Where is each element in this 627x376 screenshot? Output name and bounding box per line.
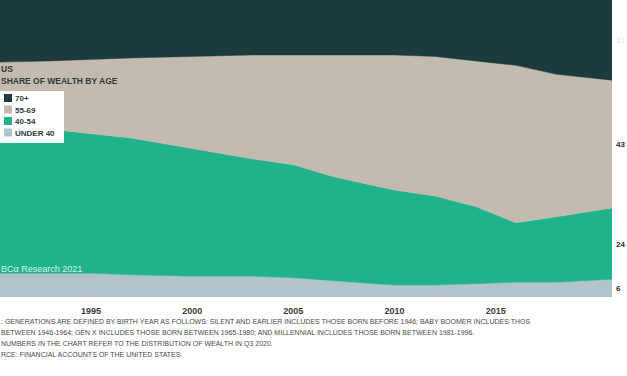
x-tick-label: 2005 [283,306,303,316]
x-tick-label: 2010 [384,306,404,316]
data-label: 6 [616,284,621,293]
x-tick-label: 2000 [182,306,202,316]
footnote: RCE: FINANCIAL ACCOUNTS OF THE UNITED ST… [1,351,182,358]
footnote: BETWEEN 1946-1964; GEN X INCLUDES THOSE … [1,329,474,336]
area-band [0,55,612,223]
chart: 1995 2000 2005 2010 2015 6 24 43 27 US SHARE OF WE… [0,0,627,376]
legend-swatch [4,94,12,102]
x-tick-label: 2015 [486,306,506,316]
brand-note: BCα Research 2021 [1,264,82,274]
footnote: NUMBERS IN THE CHART REFER TO THE DISTRI… [1,340,273,348]
legend-swatch [4,129,12,137]
data-label: 24 [616,240,625,249]
plot-area [0,0,612,297]
x-tick-label: 1995 [81,306,101,316]
area-band [0,0,612,80]
footnote: : GENERATIONS ARE DEFINED BY BIRTH YEAR … [1,318,530,325]
legend-box [0,91,64,143]
data-label: 27 [616,36,625,45]
data-label: 43 [616,140,625,149]
legend-label: UNDER 40 [15,129,55,138]
title: SHARE OF WEALTH BY AGE [1,76,118,86]
legend: 70+ 55-69 40-54 UNDER 40 [0,91,64,143]
legend-label: 70+ [15,94,29,103]
legend-label: 55-69 [15,106,36,115]
legend-swatch [4,117,12,125]
subtitle: US [1,64,13,74]
legend-label: 40-54 [15,117,36,126]
legend-swatch [4,106,12,114]
